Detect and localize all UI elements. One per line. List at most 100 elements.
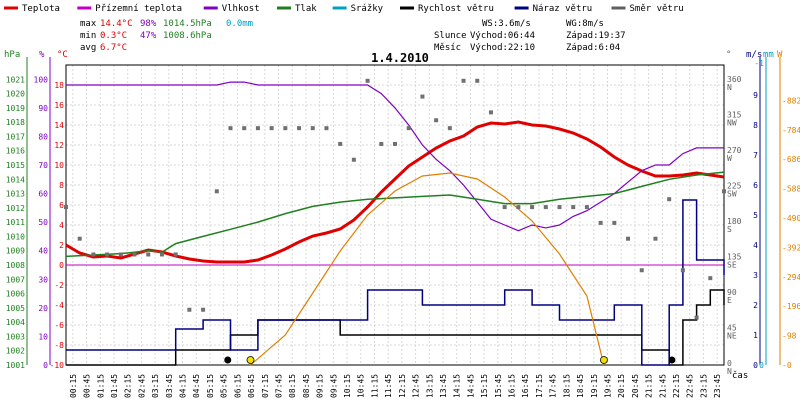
wind-direction-point (173, 252, 178, 257)
wind-direction-point (310, 126, 315, 131)
chart-title: 1.4.2010 (371, 51, 429, 65)
tick-solar: -588 (782, 185, 800, 194)
tick-wind-direction-label: N (727, 83, 732, 92)
tick-wind-speed: 0 (753, 361, 758, 370)
wind-direction-point (543, 205, 548, 210)
tick-temperature: 12 (54, 141, 64, 150)
tick-time: 22:15 (672, 374, 681, 398)
sun-set: Západ:19:37 (566, 31, 626, 41)
tick-time: 15:45 (494, 374, 503, 398)
tick-pressure: 1017 (6, 132, 25, 141)
axis-unit-pct: % (39, 50, 45, 60)
stats-min-temp: 0.3°C (100, 31, 127, 41)
axis-unit-mm: mm (763, 50, 774, 60)
moon-rise: Východ:22:10 (470, 43, 535, 53)
tick-humidity: 40 (38, 247, 48, 256)
stats-max-hum: 98% (140, 19, 157, 29)
tick-solar: -686 (782, 155, 800, 164)
tick-time: 12:15 (398, 374, 407, 398)
tick-time: 13:45 (439, 374, 448, 398)
legend-label: Vlhkost (222, 4, 260, 14)
tick-humidity: 10 (38, 332, 48, 341)
wind-direction-point (77, 236, 82, 241)
tick-wind-direction: 90 (727, 288, 737, 297)
sunrise-marker (246, 356, 255, 364)
tick-pressure: 1018 (6, 118, 25, 127)
tick-wind-direction: 0 (727, 359, 732, 368)
tick-pressure: 1016 (6, 147, 25, 156)
series-solar (250, 172, 605, 366)
series-náraz-větru (66, 199, 725, 366)
grid (65, 64, 725, 366)
tick-wind-speed: 9 (753, 91, 758, 100)
wind-gust-max: WG:8m/s (566, 19, 604, 29)
tick-time: 20:15 (617, 374, 626, 398)
moon-set: Západ:6:04 (566, 43, 620, 53)
tick-time: 18:15 (562, 374, 571, 398)
tick-time: 20:45 (631, 374, 640, 398)
tick-pressure: 1007 (6, 275, 25, 284)
wind-direction-point (680, 268, 685, 273)
tick-time: 16:15 (508, 374, 517, 398)
tick-temperature: -4 (54, 301, 64, 310)
tick-time: 17:15 (535, 374, 544, 398)
axes: 1001100210031004100510061007100810091010… (6, 57, 800, 398)
tick-temperature: 4 (59, 221, 64, 230)
tick-wind-speed: 7 (753, 151, 758, 160)
stats-min-hum: 47% (140, 31, 157, 41)
tick-time: 04:15 (179, 374, 188, 398)
tick-time: 10:15 (343, 374, 352, 398)
tick-pressure: 1006 (6, 290, 25, 299)
tick-solar: -882 (782, 96, 800, 105)
sun-label: Slunce (434, 31, 467, 41)
moonrise-marker (668, 356, 676, 364)
tick-solar: -784 (782, 126, 800, 135)
tick-wind-direction: 270 (727, 146, 742, 155)
wind-direction-point (338, 141, 343, 146)
legend-label: Náraz větru (533, 4, 593, 14)
wind-direction-point (187, 307, 192, 312)
info-block: WS:3.6m/s WG:8m/s Slunce Východ:06:44 Zá… (434, 19, 626, 53)
tick-pressure: 1011 (6, 218, 25, 227)
tick-time: 01:15 (96, 374, 105, 398)
stats-avg-temp: 6.7°C (100, 43, 127, 53)
wind-direction-point (722, 189, 726, 194)
tick-time: 00:45 (83, 374, 92, 398)
wind-direction-point (64, 205, 68, 210)
wind-direction-point (297, 126, 302, 131)
tick-wind-direction: 315 (727, 110, 742, 119)
wind-direction-point (694, 315, 699, 320)
tick-time: 08:45 (302, 374, 311, 398)
wind-direction-point (461, 78, 466, 83)
tick-humidity: 60 (38, 190, 48, 199)
stats-max-temp: 14.4°C (100, 19, 133, 29)
wind-direction-point (612, 220, 617, 225)
sun-rise: Východ:06:44 (470, 31, 535, 41)
tick-wind-speed: 2 (753, 301, 758, 310)
tick-time: 21:15 (645, 374, 654, 398)
tick-time: 05:15 (206, 374, 215, 398)
tick-wind-direction-label: W (727, 154, 732, 163)
wind-direction-point (557, 205, 562, 210)
legend-label: Rychlost větru (418, 4, 494, 14)
wind-direction-point (255, 126, 260, 131)
tick-time: 04:45 (192, 374, 201, 398)
wind-direction-point (105, 252, 110, 257)
tick-wind-speed: 6 (753, 181, 758, 190)
tick-time: 22:45 (686, 374, 695, 398)
tick-humidity: 20 (38, 304, 48, 313)
tick-temperature: 6 (59, 201, 64, 210)
legend-label: Srážky (351, 4, 384, 14)
tick-wind-speed: 4 (753, 241, 758, 250)
tick-solar: -196 (782, 302, 800, 311)
tick-wind-speed: 5 (753, 211, 758, 220)
moon-label: Měsíc (434, 43, 461, 53)
tick-time: 05:45 (220, 374, 229, 398)
tick-time: 02:45 (137, 374, 146, 398)
tick-solar: -98 (782, 332, 797, 341)
tick-temperature: -6 (54, 321, 64, 330)
tick-time: 23:45 (713, 374, 722, 398)
wind-direction-point (584, 205, 589, 210)
